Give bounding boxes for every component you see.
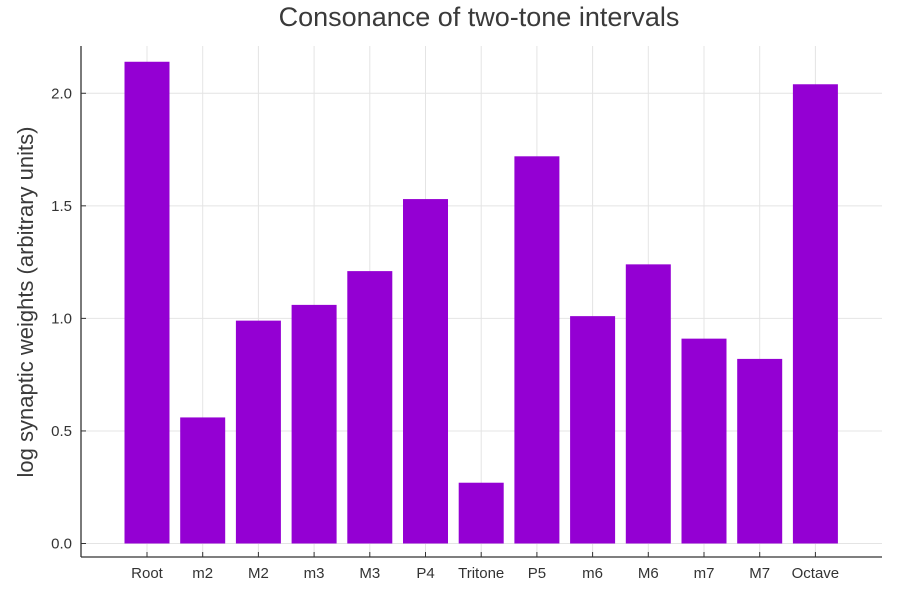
bar-layer	[124, 61, 838, 544]
x-tick-label: Octave	[792, 565, 840, 582]
x-tick-label: M3	[359, 565, 380, 582]
chart-title: Consonance of two-tone intervals	[279, 2, 680, 32]
x-tick-label: M6	[638, 565, 659, 582]
x-tick-label: m2	[192, 565, 213, 582]
x-tick-label: M7	[749, 565, 770, 582]
x-tick-label: P4	[416, 565, 434, 582]
bar-m2	[180, 417, 226, 544]
x-tick-label: P5	[528, 565, 546, 582]
bar-m3	[347, 271, 393, 544]
bar-tritone	[458, 482, 504, 544]
bar-p5	[514, 156, 560, 544]
y-tick-label: 0.5	[51, 423, 72, 440]
bar-m6	[625, 264, 671, 544]
x-tick-label: m7	[694, 565, 715, 582]
axis-layer	[80, 46, 882, 558]
x-tick-label: Root	[131, 565, 164, 582]
bar-m7	[737, 358, 783, 544]
x-tick-label: m3	[304, 565, 325, 582]
y-tick-label: 0.0	[51, 535, 72, 552]
y-tick-label: 1.0	[51, 310, 72, 327]
x-tick-label: M2	[248, 565, 269, 582]
bar-p4	[403, 199, 448, 544]
x-tick-label: Tritone	[458, 565, 504, 582]
bar-m7	[681, 338, 727, 544]
bar-m6	[570, 316, 616, 544]
bar-root	[124, 61, 170, 544]
y-tick-label: 2.0	[51, 85, 72, 102]
bar-m2	[235, 320, 281, 544]
y-tick-label: 1.5	[51, 198, 72, 215]
x-tick-label: m6	[582, 565, 603, 582]
bar-m3	[291, 304, 337, 544]
bar-octave	[792, 84, 838, 544]
tick-label-layer: 0.0 0.5 1.0 1.5 2.0 Root m2 M2 m3 M3 P4 Tritone P5 m6…	[51, 85, 839, 582]
y-axis-label: log synaptic weights (arbitrary units)	[13, 127, 38, 478]
